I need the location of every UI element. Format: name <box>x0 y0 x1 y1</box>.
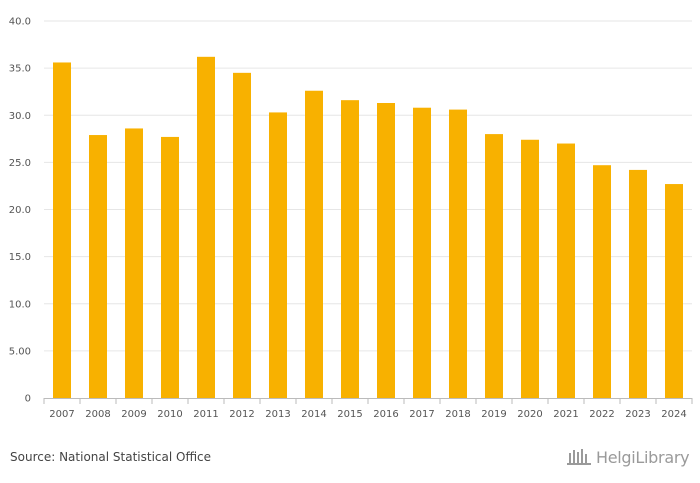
x-tick-label: 2010 <box>157 409 182 420</box>
x-tick-label: 2011 <box>193 409 218 420</box>
x-tick-label: 2007 <box>49 409 74 420</box>
x-tick-label: 2017 <box>409 409 434 420</box>
y-tick-label: 25.0 <box>9 158 31 169</box>
bar-2012 <box>233 72 251 399</box>
gridlines <box>44 20 692 352</box>
brand-logo: HelgiLibrary <box>566 447 690 467</box>
x-tick-label: 2014 <box>301 409 326 420</box>
bar-2008 <box>89 135 107 399</box>
x-tick-label: 2012 <box>229 409 254 420</box>
y-tick-label: 5.00 <box>9 346 31 357</box>
x-tick-label: 2016 <box>373 409 398 420</box>
bar-2017 <box>413 107 431 399</box>
x-tick-label: 2015 <box>337 409 362 420</box>
bar-2022 <box>593 165 611 398</box>
x-tick-label: 2009 <box>121 409 146 420</box>
y-tick-label: 15.0 <box>9 252 31 263</box>
x-tick-label: 2020 <box>517 409 542 420</box>
bar-2013 <box>269 112 287 399</box>
x-tick-label: 2023 <box>625 409 650 420</box>
bar-2007 <box>53 62 71 398</box>
bar-series <box>53 56 683 399</box>
x-tick-label: 2022 <box>589 409 614 420</box>
bar-2011 <box>197 56 215 398</box>
y-axis-tick-labels: 0 5.00 10.0 15.0 20.0 25.0 30.0 35.0 40.0 <box>9 17 31 405</box>
bar-2019 <box>485 134 503 398</box>
x-tick-label: 2008 <box>85 409 110 420</box>
brand-name: HelgiLibrary <box>596 447 690 467</box>
y-tick-label: 20.0 <box>9 205 31 216</box>
library-columns-icon <box>567 449 591 465</box>
bar-2018 <box>449 109 467 398</box>
y-tick-label: 35.0 <box>9 64 31 75</box>
source-note: Source: National Statistical Office <box>10 450 212 464</box>
bar-2024 <box>665 184 683 398</box>
bar-2016 <box>377 102 395 398</box>
x-tick-label: 2019 <box>481 409 506 420</box>
y-tick-label: 0 <box>25 394 31 405</box>
bar-2020 <box>521 139 539 398</box>
bar-2015 <box>341 100 359 399</box>
x-tick-label: 2013 <box>265 409 290 420</box>
bar-2009 <box>125 128 143 398</box>
y-tick-label: 30.0 <box>9 111 31 122</box>
y-tick-label: 40.0 <box>9 17 31 28</box>
bar-2010 <box>161 136 179 399</box>
x-tick-label: 2021 <box>553 409 578 420</box>
bar-2023 <box>629 169 647 398</box>
y-tick-label: 10.0 <box>9 299 31 310</box>
x-axis: 2007 2008 2009 2010 2011 2012 2013 2014 2015 2016… <box>43 398 693 420</box>
x-tick-label: 2018 <box>445 409 470 420</box>
x-tick-label: 2024 <box>661 409 686 420</box>
bar-2021 <box>557 143 575 398</box>
bar-2014 <box>305 90 323 399</box>
